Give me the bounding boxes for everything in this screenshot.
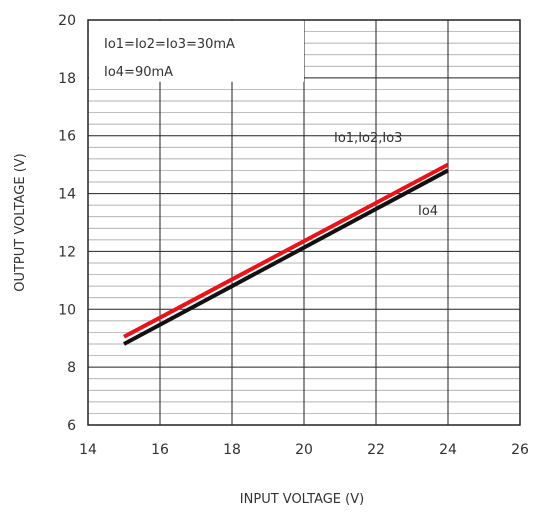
y-tick-label: 18	[58, 71, 76, 87]
y-tick-label: 16	[58, 129, 76, 145]
series-line-0	[123, 162, 449, 339]
series-label-io4: Io4	[418, 204, 438, 219]
y-tick-label: 6	[67, 418, 76, 434]
x-tick-label: 26	[511, 442, 529, 458]
x-tick-label: 18	[223, 442, 241, 458]
x-tick-label: 20	[295, 442, 313, 458]
plot-border	[87, 19, 521, 426]
x-axis-title: INPUT VOLTAGE (V)	[240, 492, 364, 507]
x-tick-label: 14	[79, 442, 97, 458]
annotation-line-2: Io4=90mA	[104, 65, 173, 80]
x-tick-label: 16	[151, 442, 169, 458]
y-axis-title: OUTPUT VOLTAGE (V)	[13, 153, 28, 292]
x-tick-label: 22	[367, 442, 385, 458]
series-layer	[123, 162, 449, 346]
x-tick-label: 24	[439, 442, 457, 458]
y-tick-label: 20	[58, 13, 76, 29]
x-tick-labels: 14 16 18 20 22 24 26	[79, 442, 529, 458]
series-line-1	[123, 168, 449, 346]
annotation-box	[89, 21, 304, 82]
y-tick-labels: 6 8 10 12 14 16 18 20	[58, 13, 76, 434]
y-tick-label: 10	[58, 302, 76, 318]
y-tick-label: 8	[67, 360, 76, 376]
annotation-line-1: Io1=Io2=Io3=30mA	[104, 37, 235, 52]
y-tick-label: 14	[58, 187, 76, 203]
y-tick-label: 12	[58, 244, 76, 260]
series-label-io1-io2-io3: Io1,Io2,Io3	[334, 131, 402, 146]
